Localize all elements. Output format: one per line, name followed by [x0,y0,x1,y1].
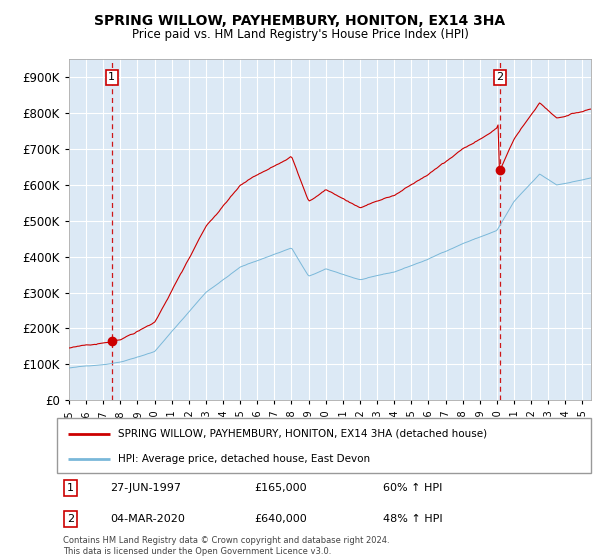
Text: £165,000: £165,000 [254,483,307,493]
Text: 27-JUN-1997: 27-JUN-1997 [110,483,181,493]
Text: SPRING WILLOW, PAYHEMBURY, HONITON, EX14 3HA: SPRING WILLOW, PAYHEMBURY, HONITON, EX14… [94,14,506,28]
Text: £640,000: £640,000 [254,514,307,524]
Text: 04-MAR-2020: 04-MAR-2020 [110,514,185,524]
Text: HPI: Average price, detached house, East Devon: HPI: Average price, detached house, East… [118,454,371,464]
Text: 1: 1 [67,483,74,493]
Text: 60% ↑ HPI: 60% ↑ HPI [383,483,442,493]
Text: 2: 2 [496,72,503,82]
Text: 48% ↑ HPI: 48% ↑ HPI [383,514,442,524]
Text: Contains HM Land Registry data © Crown copyright and database right 2024.
This d: Contains HM Land Registry data © Crown c… [63,536,389,556]
Text: 2: 2 [67,514,74,524]
Text: 1: 1 [108,72,115,82]
Text: SPRING WILLOW, PAYHEMBURY, HONITON, EX14 3HA (detached house): SPRING WILLOW, PAYHEMBURY, HONITON, EX14… [118,429,488,438]
Text: Price paid vs. HM Land Registry's House Price Index (HPI): Price paid vs. HM Land Registry's House … [131,28,469,41]
